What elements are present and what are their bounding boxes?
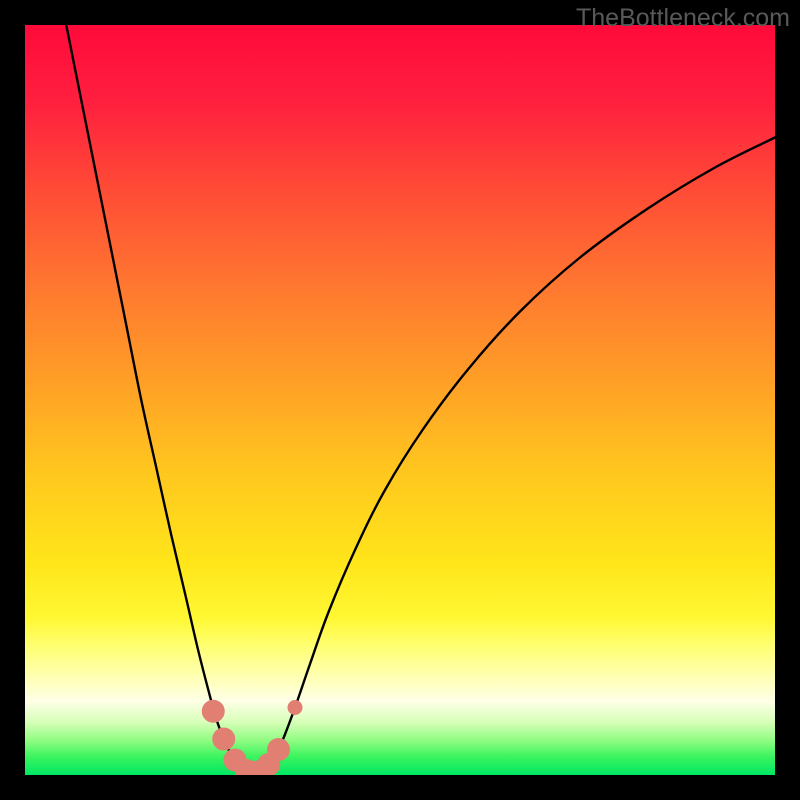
watermark-text: TheBottleneck.com [576,4,790,33]
data-point-marker [288,700,303,715]
chart-frame: TheBottleneck.com [0,0,800,800]
data-point-marker [212,728,235,751]
data-point-marker [202,700,225,723]
data-point-marker [267,738,290,761]
plot-area [25,25,775,775]
bottleneck-curve-chart [25,25,775,775]
